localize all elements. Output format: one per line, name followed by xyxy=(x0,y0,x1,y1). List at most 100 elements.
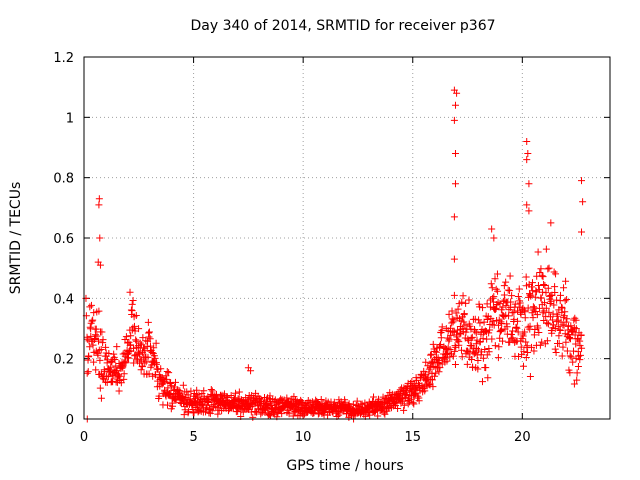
data-point xyxy=(437,334,445,342)
data-point xyxy=(554,322,562,330)
data-point xyxy=(451,180,459,188)
data-point xyxy=(99,336,107,344)
data-point xyxy=(578,177,586,185)
data-point xyxy=(130,344,138,352)
data-point xyxy=(96,234,104,242)
data-point xyxy=(510,315,518,323)
data-point xyxy=(559,343,567,351)
data-point xyxy=(567,353,575,361)
data-point xyxy=(528,283,536,291)
data-point xyxy=(503,323,511,331)
x-tick-label: 20 xyxy=(514,430,531,445)
data-point xyxy=(126,288,134,296)
data-point xyxy=(555,332,563,340)
data-point xyxy=(450,255,458,263)
data-point xyxy=(97,345,105,353)
data-point xyxy=(214,410,222,418)
data-point xyxy=(494,287,502,295)
data-point xyxy=(551,345,559,353)
data-point xyxy=(523,201,531,209)
data-point xyxy=(463,360,471,368)
data-point xyxy=(532,287,540,295)
data-point xyxy=(145,370,153,378)
data-point xyxy=(534,282,542,290)
data-point xyxy=(195,391,203,399)
data-point xyxy=(486,303,494,311)
data-point xyxy=(548,329,556,337)
data-point xyxy=(406,392,414,400)
data-point xyxy=(277,395,285,403)
data-point xyxy=(455,338,463,346)
data-point xyxy=(474,357,482,365)
data-point xyxy=(90,309,98,317)
data-point xyxy=(482,364,490,372)
data-point xyxy=(193,386,201,394)
data-point xyxy=(556,291,564,299)
data-point xyxy=(537,265,545,273)
data-point xyxy=(87,332,95,340)
data-point xyxy=(566,335,574,343)
x-tick-label: 10 xyxy=(295,430,312,445)
data-point xyxy=(111,356,119,364)
data-point xyxy=(128,307,136,315)
data-point xyxy=(554,312,562,320)
data-point xyxy=(96,384,104,392)
data-point xyxy=(129,297,137,305)
data-point xyxy=(446,346,454,354)
data-point xyxy=(534,324,542,332)
data-point xyxy=(547,219,555,227)
data-point xyxy=(89,341,97,349)
data-point xyxy=(208,387,216,395)
data-point xyxy=(533,272,541,280)
data-point xyxy=(544,284,552,292)
data-point xyxy=(132,311,140,319)
data-point xyxy=(159,379,167,387)
data-point xyxy=(429,383,437,391)
data-point xyxy=(103,379,111,387)
data-point xyxy=(516,299,524,307)
data-point xyxy=(443,357,451,365)
data-point xyxy=(515,353,523,361)
data-point xyxy=(245,396,253,404)
data-point xyxy=(520,306,528,314)
data-point xyxy=(107,357,115,365)
data-point xyxy=(525,180,533,188)
data-point xyxy=(543,319,551,327)
data-point xyxy=(454,305,462,313)
data-point xyxy=(462,299,470,307)
data-point xyxy=(83,369,91,377)
data-point xyxy=(152,339,160,347)
data-point xyxy=(131,327,139,335)
data-point xyxy=(374,412,382,420)
data-point xyxy=(232,389,240,397)
data-point xyxy=(566,333,574,341)
data-point xyxy=(515,285,523,293)
data-point xyxy=(571,331,579,339)
data-point xyxy=(292,396,300,404)
data-point xyxy=(127,341,135,349)
data-point xyxy=(183,388,191,396)
data-point xyxy=(427,351,435,359)
data-point xyxy=(410,400,418,408)
data-point xyxy=(458,353,466,361)
data-point xyxy=(426,381,434,389)
data-point xyxy=(570,347,578,355)
data-point xyxy=(249,413,257,421)
data-point xyxy=(445,310,453,318)
data-point xyxy=(573,369,581,377)
data-point xyxy=(95,201,103,209)
data-point xyxy=(561,297,569,305)
data-point xyxy=(519,362,527,370)
data-point xyxy=(257,410,265,418)
data-point xyxy=(234,407,242,415)
data-point xyxy=(517,310,525,318)
data-point xyxy=(283,394,291,402)
y-tick-label: 0.6 xyxy=(53,232,74,247)
data-point xyxy=(542,245,550,253)
data-point xyxy=(539,309,547,317)
data-point xyxy=(544,320,552,328)
data-point xyxy=(448,315,456,323)
data-point xyxy=(479,354,487,362)
data-point xyxy=(563,296,571,304)
y-tick-label: 1.2 xyxy=(53,51,74,66)
